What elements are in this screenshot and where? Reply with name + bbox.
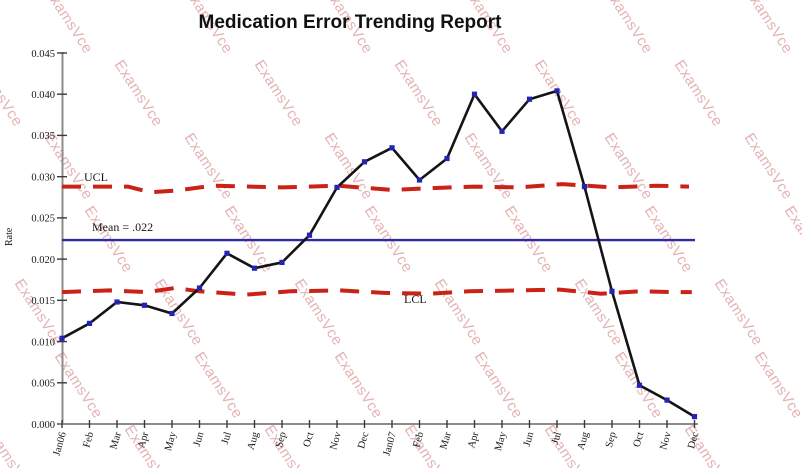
data-point-marker <box>169 310 175 317</box>
x-tick-label: Jan06 <box>52 431 69 458</box>
y-tick-label: 0.040 <box>31 90 55 101</box>
data-point-marker <box>141 302 148 308</box>
x-tick-label: Jul <box>220 431 234 446</box>
y-tick-label: 0.015 <box>31 296 55 307</box>
data-point-marker <box>306 232 313 238</box>
x-tick-label: Aug <box>576 430 592 451</box>
x-tick-label: Dec <box>686 430 701 450</box>
lcl-label: LCL <box>404 292 427 306</box>
data-point-marker <box>581 184 588 190</box>
lcl-line <box>61 285 692 297</box>
x-tick-label: May <box>493 430 509 452</box>
y-tick-label: 0.025 <box>31 214 55 225</box>
y-axis: 0.000 0.005 0.010 0.015 0.020 0.025 0.030 0.035… <box>31 49 67 431</box>
data-point-marker <box>526 96 533 102</box>
y-tick-label: 0.030 <box>31 173 55 184</box>
data-point-marker <box>416 177 423 183</box>
x-tick-label: Mar <box>108 430 124 450</box>
y-tick-label: 0.000 <box>31 420 55 431</box>
x-tick-label: Sep <box>604 431 619 449</box>
x-tick-label: Nov <box>658 430 674 451</box>
data-point-marker <box>636 382 643 388</box>
y-tick-label: 0.020 <box>31 255 55 266</box>
x-tick-label: Jan07 <box>382 431 399 458</box>
x-tick-label: Apr <box>466 430 481 449</box>
y-tick-label: 0.010 <box>31 337 55 348</box>
x-tick-label: Oct <box>632 431 647 449</box>
y-tick-label: 0.005 <box>31 379 55 390</box>
data-point-marker <box>224 250 230 256</box>
mean-label: Mean = .022 <box>92 220 154 234</box>
ucl-label: UCL <box>84 170 108 184</box>
data-point-marker <box>499 128 505 134</box>
x-tick-label: Aug <box>246 430 262 451</box>
data-point-marker <box>554 88 560 94</box>
data-point-marker <box>114 299 120 305</box>
x-tick-label: Feb <box>411 431 426 449</box>
data-point-marker <box>471 91 478 97</box>
data-point-marker <box>691 414 698 420</box>
data-point-marker <box>334 184 340 190</box>
data-point-marker <box>196 285 203 291</box>
x-tick-label: Apr <box>136 430 151 449</box>
data-point-marker <box>664 397 670 403</box>
x-tick-label: Nov <box>328 430 344 451</box>
data-point-marker <box>389 145 395 151</box>
y-tick-label: 0.045 <box>31 49 55 60</box>
data-point-marker <box>86 320 93 326</box>
x-tick-label: Oct <box>302 431 317 449</box>
data-point-marker <box>361 159 368 165</box>
x-axis: Jan06 Feb Mar Apr May Jun Jul Aug Sep Oct Nov Dec Ja… <box>52 420 701 458</box>
chart-title: Medication Error Trending Report <box>198 12 502 33</box>
x-tick-label: Sep <box>274 431 289 449</box>
series-line <box>61 89 696 418</box>
x-tick-label: Mar <box>438 430 454 450</box>
x-tick-label: Jun <box>522 430 537 448</box>
ucl-line <box>62 182 690 195</box>
data-point-marker <box>609 288 615 294</box>
data-point-marker <box>251 265 258 271</box>
x-tick-label: May <box>163 430 179 452</box>
x-tick-label: Dec <box>356 430 371 450</box>
x-tick-label: Jul <box>550 431 564 446</box>
x-tick-label: Feb <box>81 431 96 449</box>
data-point-marker <box>59 335 65 341</box>
y-axis-title: Rate <box>4 227 15 246</box>
data-point-marker <box>444 155 450 162</box>
x-tick-label: Jun <box>192 430 207 448</box>
y-tick-label: 0.035 <box>31 131 55 142</box>
data-point-marker <box>279 259 285 265</box>
